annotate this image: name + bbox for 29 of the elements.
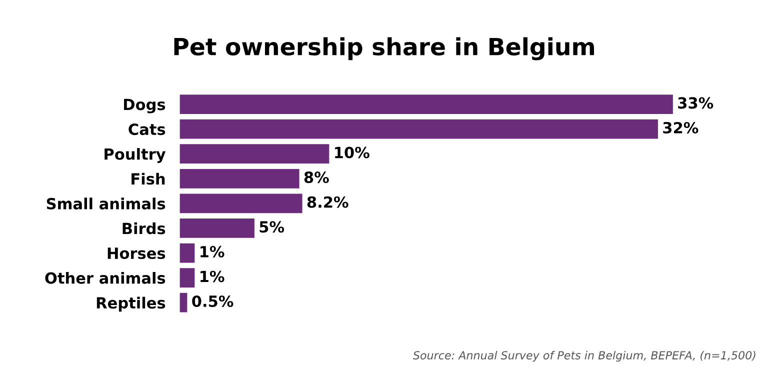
data-label: 1%: [200, 246, 224, 258]
y-tick-label: Birds: [122, 222, 166, 234]
bar: [180, 218, 254, 238]
y-tick-label: Dogs: [124, 98, 166, 114]
source-note: Source: Annual Survey of Pets in Belgium, BEPEFA, (n=1,500): [412, 350, 756, 362]
y-tick-label: Fish: [132, 172, 165, 185]
chart-title: Pet ownership share in Belgium: [174, 37, 594, 60]
data-label: 10%: [335, 146, 370, 158]
data-label: 33%: [678, 97, 714, 109]
y-tick-label: Reptiles: [96, 296, 166, 312]
data-label: 1%: [200, 270, 224, 282]
bar: [180, 144, 330, 164]
data-label: 32%: [663, 122, 698, 134]
data-label: 0.5%: [192, 295, 234, 308]
bar: [180, 292, 188, 312]
bar: [180, 268, 195, 288]
bar: [180, 194, 302, 214]
y-tick-label: Cats: [128, 124, 166, 136]
data-label: 8.2%: [307, 196, 348, 208]
bar: [180, 94, 673, 114]
y-tick-label: Poultry: [104, 148, 166, 163]
data-label: 5%: [260, 221, 284, 233]
y-tick-label: Small animals: [46, 198, 166, 210]
y-tick-label: Horses: [108, 248, 166, 260]
bar: [180, 243, 195, 263]
data-label: 8%: [304, 172, 329, 184]
bar: [180, 119, 658, 139]
bar: [180, 168, 300, 188]
y-tick-label: Other animals: [45, 272, 166, 284]
